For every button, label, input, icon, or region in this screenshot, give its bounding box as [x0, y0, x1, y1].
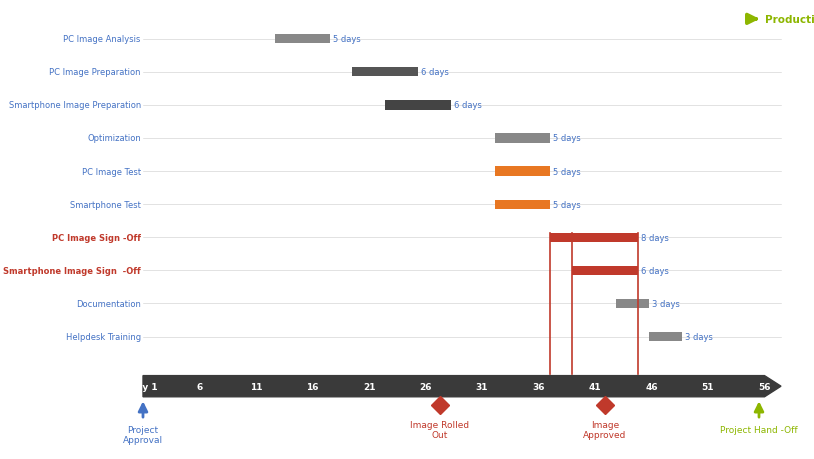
Text: 5 days: 5 days	[554, 200, 581, 209]
Text: Image
Approved: Image Approved	[584, 420, 627, 439]
Bar	[385, 101, 451, 110]
Text: 6: 6	[196, 382, 203, 391]
Text: Smartphone Image Sign  -Off: Smartphone Image Sign -Off	[3, 266, 141, 275]
Text: 31: 31	[475, 382, 488, 391]
Text: Day 1: Day 1	[129, 382, 157, 391]
Text: PC Image Sign -Off: PC Image Sign -Off	[52, 233, 141, 242]
Bar	[649, 332, 682, 341]
Text: 11: 11	[250, 382, 262, 391]
Bar	[616, 299, 649, 308]
Text: 56: 56	[759, 382, 771, 391]
Text: Optimization: Optimization	[87, 134, 141, 143]
Bar	[495, 167, 550, 176]
Text: 6 days: 6 days	[422, 68, 449, 77]
Bar	[352, 68, 418, 77]
Text: 51: 51	[702, 382, 714, 391]
Text: 16: 16	[306, 382, 319, 391]
Text: 6 days: 6 days	[641, 266, 669, 275]
Text: PC Image Preparation: PC Image Preparation	[50, 68, 141, 77]
Text: Smartphone Test: Smartphone Test	[70, 200, 141, 209]
Bar	[572, 266, 638, 275]
Text: 46: 46	[646, 382, 658, 391]
Text: 8 days: 8 days	[641, 233, 669, 242]
Text: 26: 26	[419, 382, 431, 391]
Text: Helpdesk Training: Helpdesk Training	[66, 332, 141, 341]
Text: 5 days: 5 days	[554, 134, 581, 143]
Text: PC Image Test: PC Image Test	[81, 167, 141, 176]
Text: Project
Approval: Project Approval	[123, 425, 163, 444]
Bar	[495, 200, 550, 209]
Text: 21: 21	[363, 382, 375, 391]
Text: 5 days: 5 days	[554, 167, 581, 176]
Text: Production: Production	[764, 15, 814, 25]
Bar	[495, 134, 550, 143]
Text: 3 days: 3 days	[652, 299, 681, 308]
Bar	[275, 35, 330, 44]
Text: 3 days: 3 days	[685, 332, 713, 341]
Text: 36: 36	[532, 382, 545, 391]
Text: Documentation: Documentation	[76, 299, 141, 308]
Text: Smartphone Image Preparation: Smartphone Image Preparation	[9, 101, 141, 110]
Polygon shape	[143, 376, 781, 397]
Text: Image Rolled
Out: Image Rolled Out	[410, 420, 470, 439]
Text: PC Image Analysis: PC Image Analysis	[63, 35, 141, 44]
Text: Project Hand -Off: Project Hand -Off	[720, 425, 798, 434]
Text: 6 days: 6 days	[454, 101, 482, 110]
Text: 41: 41	[589, 382, 602, 391]
Bar	[550, 233, 638, 242]
Text: 5 days: 5 days	[333, 35, 361, 44]
